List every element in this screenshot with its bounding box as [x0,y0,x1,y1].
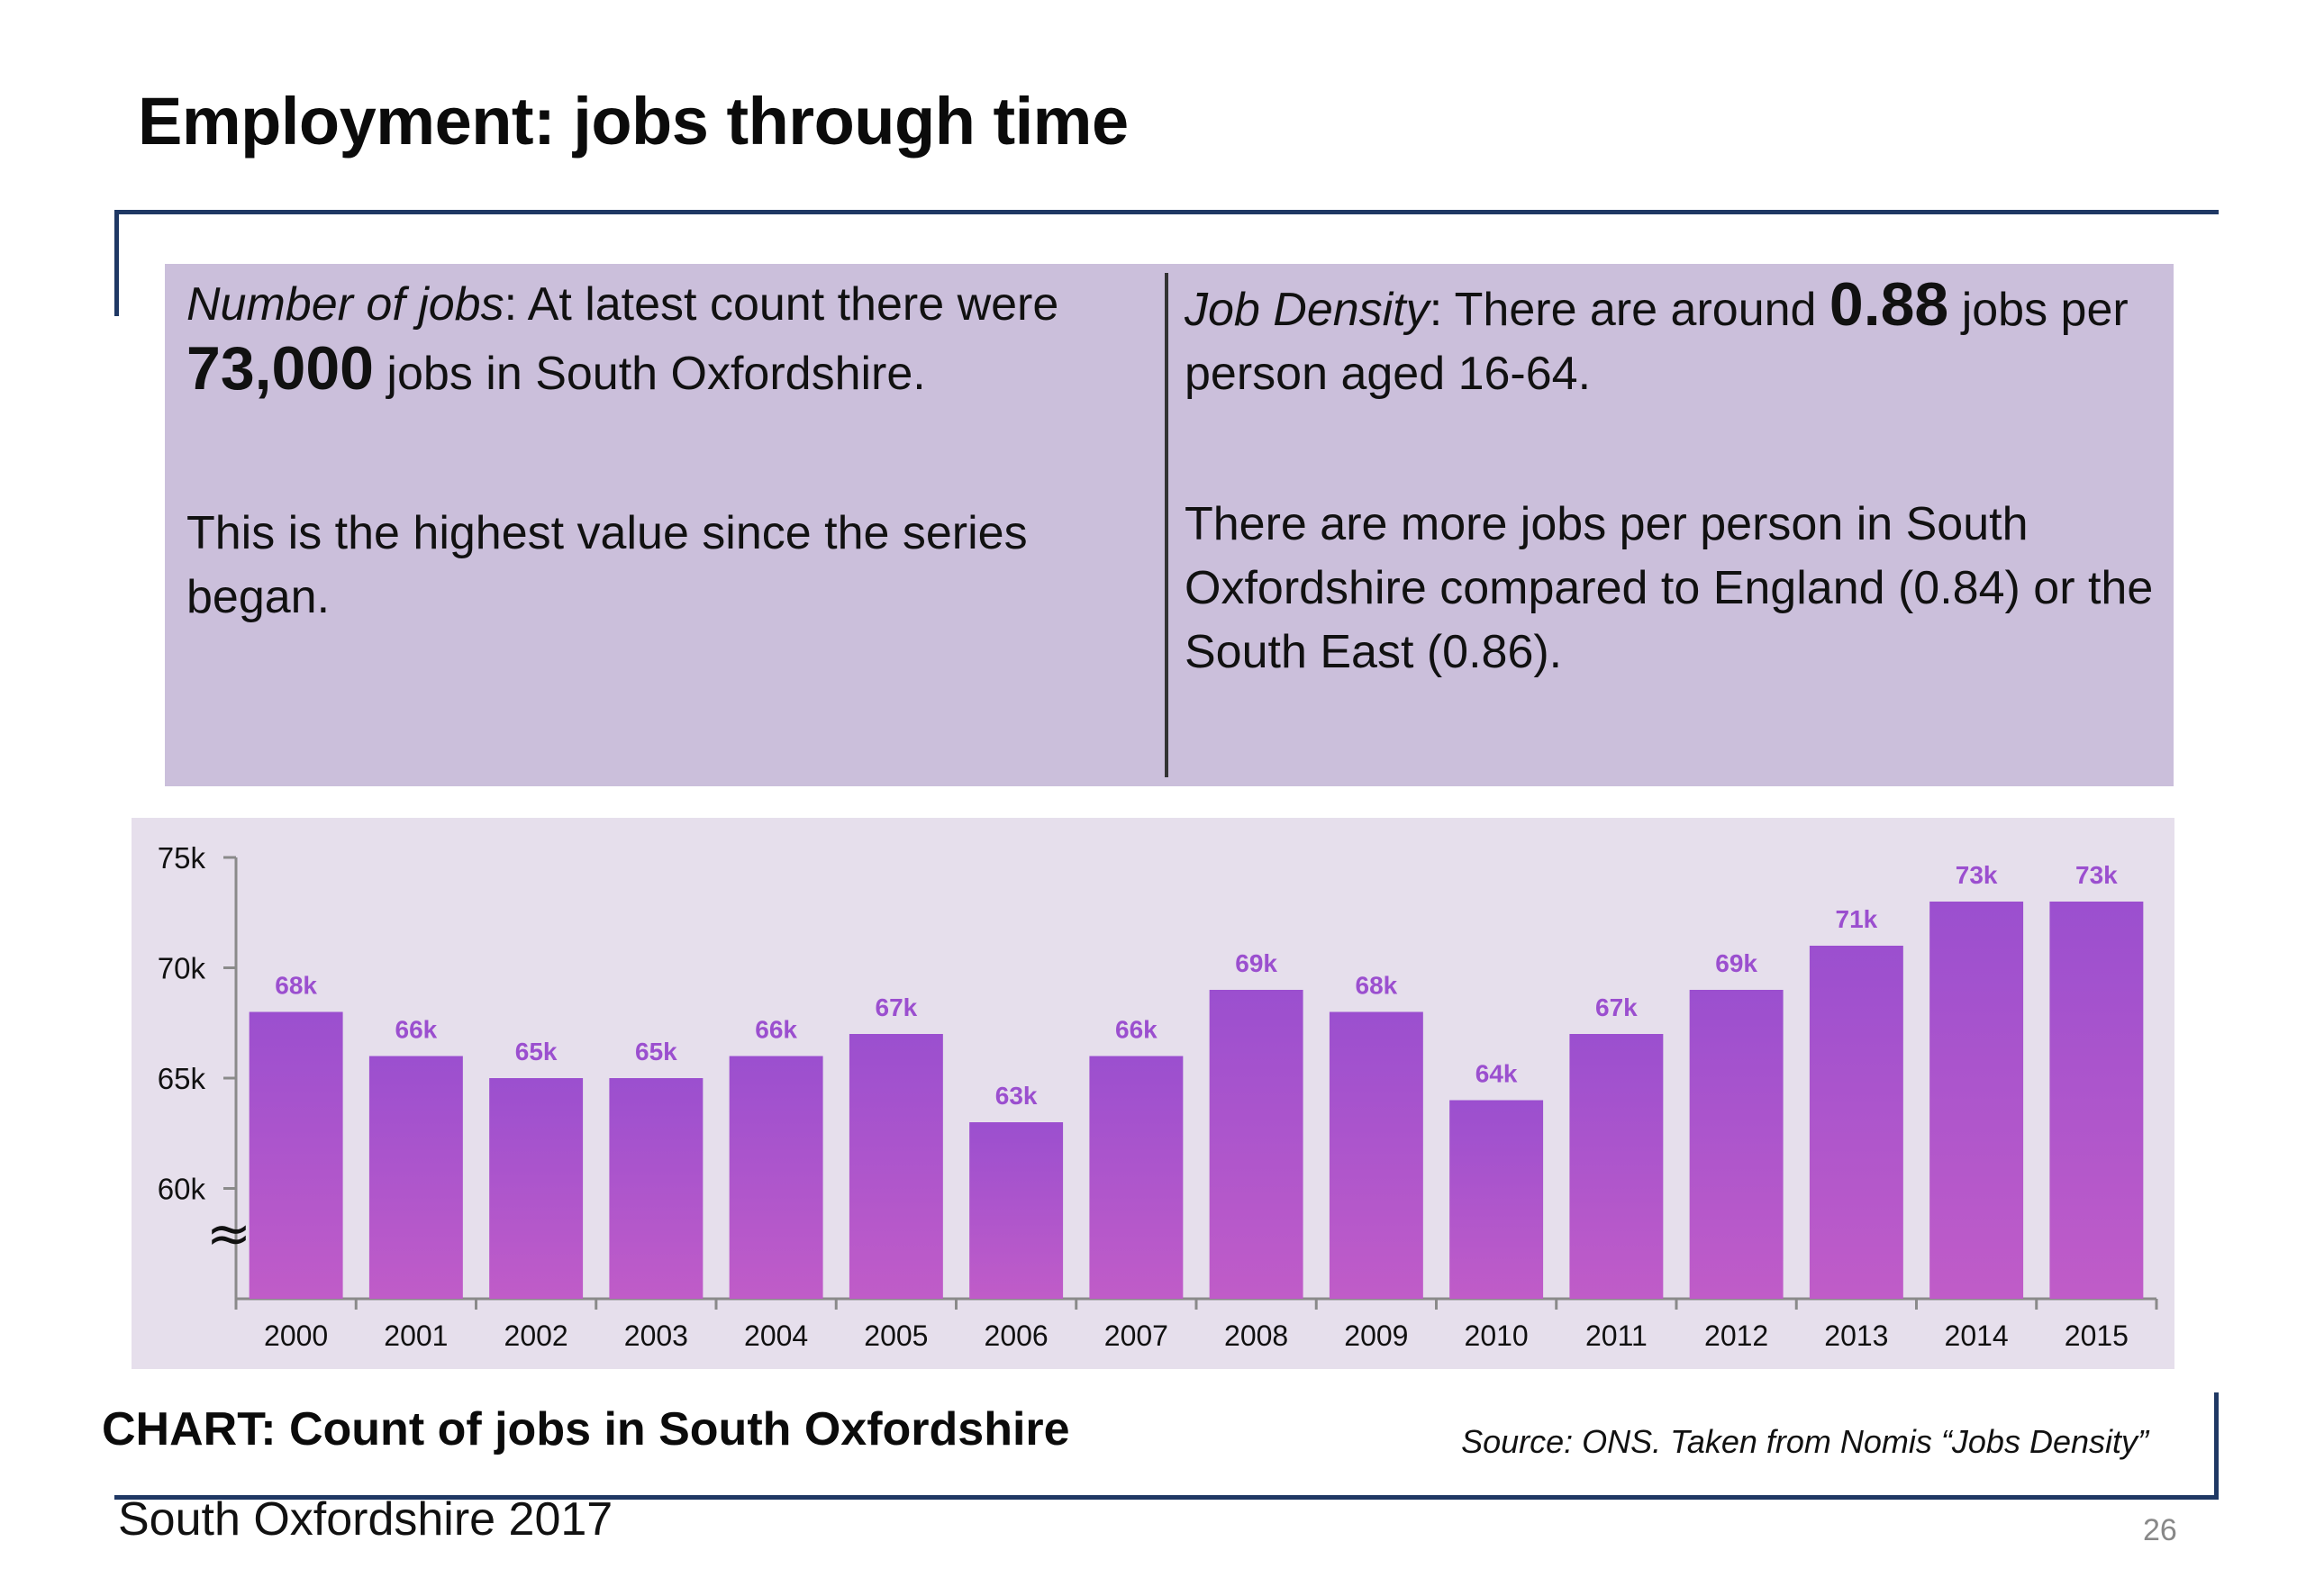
jobs-count-sentence-a: : At latest count there were [504,278,1059,331]
bar-2013 [1809,946,1903,1299]
y-tick-label: 60k [158,1173,206,1206]
data-label: 69k [1235,949,1277,977]
bar-2000 [249,1011,343,1299]
job-density-note: There are more jobs per person in South … [1185,498,2154,678]
x-tick-label: 2015 [2065,1319,2129,1352]
x-tick-label: 2008 [1224,1319,1288,1352]
x-tick-label: 2012 [1704,1319,1768,1352]
bar-2005 [849,1034,943,1299]
x-tick-label: 2001 [384,1319,448,1352]
panel-divider [1165,273,1168,777]
chart-panel: 60k 65k 70k 75k ≈ 68k 2000 66k 2001 65k 2002 65k 20… [132,818,2174,1369]
top-rule-tick [114,210,119,316]
bar-2002 [489,1078,584,1299]
y-tick-label: 70k [158,952,206,985]
x-tick-label: 2006 [985,1319,1049,1352]
bottom-rule-tick [2214,1392,2219,1500]
bar-2011 [1569,1034,1664,1299]
x-tick-label: 2007 [1104,1319,1168,1352]
job-density-label: Job Density [1185,284,1430,336]
job-density-panel: Job Density: There are around 0.88 jobs … [1185,273,2157,685]
x-tick-label: 2004 [744,1319,808,1352]
data-label: 68k [275,972,317,1000]
job-density-sentence-a: : There are around [1429,284,1829,336]
source-note: Source: ONS. Taken from Nomis “Jobs Dens… [1461,1423,2148,1460]
data-label: 67k [1595,993,1638,1021]
bar-2014 [1929,902,2024,1299]
data-label: 67k [876,993,918,1021]
bar-2004 [729,1056,823,1299]
x-tick-label: 2003 [624,1319,688,1352]
bar-2001 [368,1056,463,1299]
x-tick-label: 2000 [264,1319,328,1352]
bar-2015 [2049,902,2144,1299]
bar-2008 [1209,990,1303,1299]
jobs-count-note: This is the highest value since the seri… [186,507,1028,623]
job-density-text: Job Density: There are around 0.88 jobs … [1185,273,2157,406]
data-label: 68k [1356,972,1398,1000]
data-label: 69k [1715,949,1757,977]
data-label: 71k [1836,905,1878,933]
bar-2009 [1329,1011,1423,1299]
bar-2010 [1449,1100,1544,1299]
data-label: 65k [515,1038,558,1066]
footer-text: South Oxfordshire 2017 [118,1493,613,1546]
x-tick-label: 2010 [1465,1319,1529,1352]
axis-break-symbol: ≈ [206,1202,251,1265]
info-box: Number of jobs: At latest count there we… [165,264,2174,786]
data-label: 66k [1115,1016,1158,1044]
page-number: 26 [2143,1513,2177,1547]
data-label: 73k [1956,861,1998,889]
x-tick-label: 2011 [1585,1319,1648,1352]
x-tick-label: 2009 [1344,1319,1408,1352]
bar-2007 [1089,1056,1184,1299]
jobs-count-value: 73,000 [186,334,374,403]
data-label: 65k [635,1038,677,1066]
y-tick-label: 75k [158,841,206,875]
jobs-count-sentence-b: jobs in South Oxfordshire. [373,348,926,400]
data-label: 66k [395,1016,438,1044]
x-tick-label: 2005 [864,1319,928,1352]
bar-2003 [609,1078,704,1299]
data-label: 66k [755,1016,797,1044]
jobs-count-text: Number of jobs: At latest count there we… [186,273,1150,406]
x-tick-label: 2014 [1945,1319,2009,1352]
jobs-bar-chart: 60k 65k 70k 75k ≈ 68k 2000 66k 2001 65k 2002 65k 20… [158,841,2158,1352]
job-density-sentence-b: jobs per person aged 16-64. [1185,284,2129,400]
bar-2012 [1689,990,1784,1299]
chart-caption: CHART: Count of jobs in South Oxfordshir… [102,1403,1070,1455]
x-tick-label: 2013 [1824,1319,1888,1352]
y-tick-label: 65k [158,1062,206,1095]
bar-2006 [969,1122,1064,1299]
jobs-count-panel: Number of jobs: At latest count there we… [186,273,1150,630]
data-label: 64k [1475,1060,1518,1088]
jobs-count-label: Number of jobs [186,278,504,331]
job-density-value: 0.88 [1829,270,1949,339]
data-label: 63k [995,1082,1038,1110]
top-rule [114,210,2219,214]
slide-title: Employment: jobs through time [138,84,1129,159]
data-label: 73k [2075,861,2118,889]
x-tick-label: 2002 [504,1319,568,1352]
bottom-rule [114,1495,2219,1500]
